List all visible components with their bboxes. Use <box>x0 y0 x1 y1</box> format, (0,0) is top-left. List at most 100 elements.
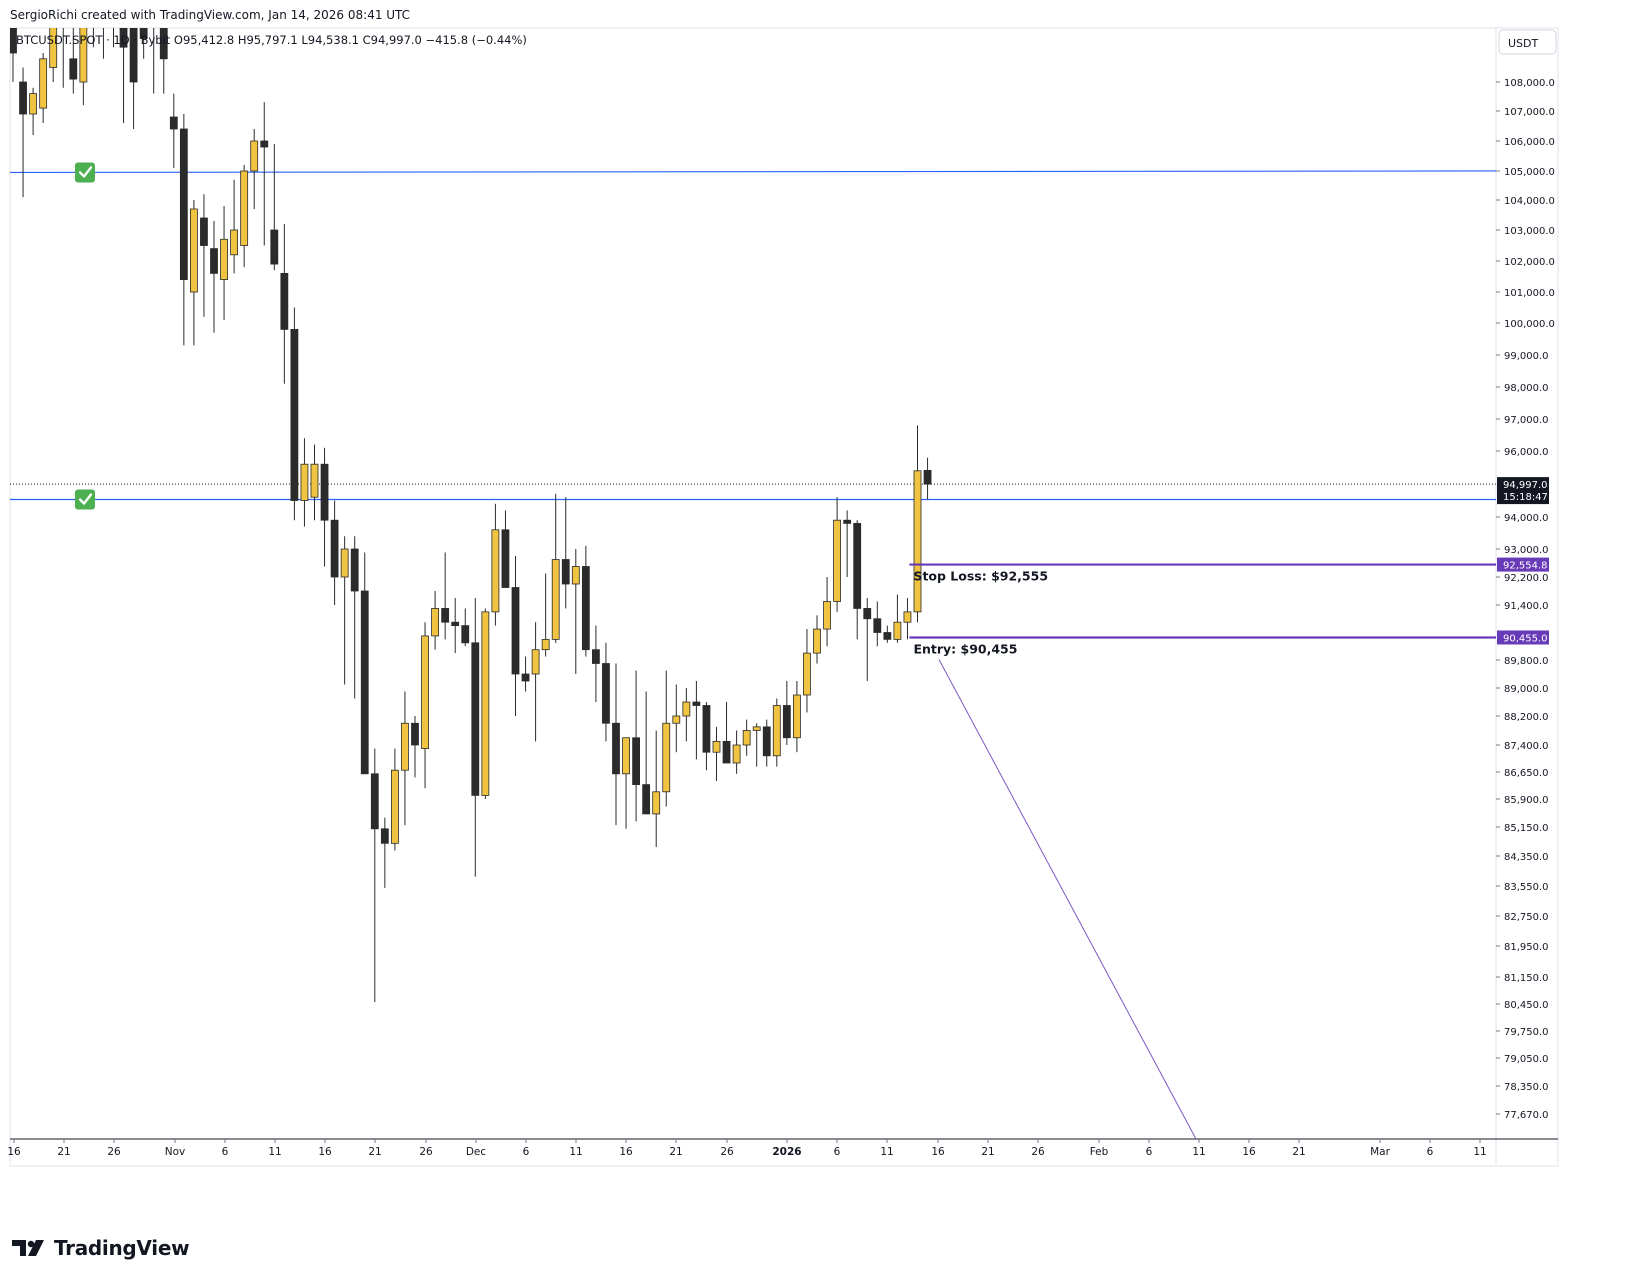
candle-body <box>903 611 912 623</box>
candle <box>793 681 801 753</box>
x-tick-label: 21 <box>368 1146 381 1158</box>
y-tick-label: 81,950.0 <box>1504 942 1549 953</box>
candle-body <box>290 328 299 501</box>
y-tick-label: 77,670.0 <box>1504 1110 1549 1121</box>
candle <box>210 221 218 333</box>
x-tick-label: 16 <box>7 1146 21 1158</box>
candle-body <box>431 608 440 637</box>
currency-box[interactable] <box>1498 29 1557 55</box>
candle <box>662 670 671 807</box>
candle <box>230 179 239 274</box>
candle <box>169 93 178 168</box>
candle-body <box>310 463 319 498</box>
candle <box>320 447 329 567</box>
candle <box>742 719 751 756</box>
time-scale[interactable]: 16 21 26 Nov 6 11 16 21 26 Dec 6 11 16 21 26 2026 6 11 16 2… <box>7 1139 1487 1158</box>
price-scale[interactable]: 108,000.0 107,000.0 106,000.0 105,000.0 104,… <box>1496 78 1555 1121</box>
candle-body <box>119 28 128 48</box>
x-tick-label: 6 <box>1146 1146 1153 1158</box>
candle <box>189 200 198 346</box>
candle-body <box>571 566 580 585</box>
y-tick-label: 93,000.0 <box>1504 545 1549 556</box>
candle <box>119 28 128 123</box>
x-tick-label: 16 <box>318 1146 332 1158</box>
x-tick-label: 26 <box>419 1146 433 1158</box>
candle-body <box>150 1 157 2</box>
y-tick-label: 89,000.0 <box>1504 684 1549 695</box>
candles-layer <box>10 1 932 1003</box>
candle-body <box>813 628 821 654</box>
candle-body <box>300 463 309 501</box>
candle <box>722 702 731 764</box>
candle <box>732 730 741 774</box>
y-tick-label: 87,400.0 <box>1504 741 1549 752</box>
candle <box>380 817 389 888</box>
candle-body <box>169 116 178 130</box>
x-tick-label: 16 <box>1242 1146 1256 1158</box>
candle <box>401 691 409 826</box>
candle <box>240 165 249 268</box>
x-tick-label: 6 <box>222 1146 229 1158</box>
x-tick-label: 11 <box>569 1146 582 1158</box>
candle-body <box>491 529 500 613</box>
candle-body <box>893 621 902 640</box>
tradingview-logo-icon <box>12 1240 44 1256</box>
candle <box>612 663 620 826</box>
candle-body <box>330 519 339 578</box>
candle-body <box>732 744 741 764</box>
y-tick-label: 103,000.0 <box>1504 226 1555 237</box>
level-line[interactable] <box>10 170 1496 174</box>
candle-body <box>551 559 560 640</box>
candle-body <box>581 566 590 651</box>
candle-body <box>250 140 259 172</box>
y-tick-label: 102,000.0 <box>1504 257 1555 268</box>
candle <box>92 28 94 48</box>
y-tick-label: 82,750.0 <box>1504 912 1549 923</box>
candle-body <box>110 1 117 4</box>
candle-body <box>270 229 279 265</box>
candle-body <box>451 621 460 627</box>
projection-line[interactable] <box>938 659 1197 1140</box>
candle <box>863 598 872 681</box>
candle <box>300 438 309 527</box>
candle <box>682 688 691 742</box>
candle <box>531 622 540 742</box>
candle-body <box>742 730 751 746</box>
y-tick-label: 97,000.0 <box>1504 415 1549 426</box>
countdown-label: 15:18:47 <box>1503 492 1548 503</box>
candle-body <box>863 608 872 620</box>
candle-body <box>390 769 399 844</box>
candle <box>421 622 429 789</box>
y-tick-label: 83,550.0 <box>1504 882 1549 893</box>
candle <box>913 425 922 623</box>
candle <box>561 497 570 609</box>
candle-body <box>200 217 208 246</box>
y-tick-label: 107,000.0 <box>1504 107 1555 118</box>
candle <box>139 28 148 59</box>
candle-body <box>592 649 600 664</box>
candle-body <box>441 608 450 623</box>
candle <box>541 573 550 657</box>
candle <box>129 28 138 129</box>
candle-body <box>220 238 228 281</box>
candle-body <box>411 722 419 746</box>
candle-body <box>471 642 480 796</box>
y-tick-label: 91,400.0 <box>1504 601 1549 612</box>
candle-body <box>793 694 801 739</box>
candle-body <box>240 170 249 246</box>
candle-body <box>531 649 540 675</box>
candle <box>782 681 791 745</box>
candle-body <box>622 737 630 775</box>
candle <box>903 598 912 640</box>
candle-body <box>39 58 48 109</box>
candle-body <box>159 28 168 60</box>
y-tick-label: 105,000.0 <box>1504 167 1555 178</box>
entry-label: Entry: $90,455 <box>913 641 1017 656</box>
candle-body <box>702 705 711 753</box>
attribution-text: SergioRichi created with TradingView.com… <box>10 8 411 22</box>
x-tick-label: 21 <box>57 1146 70 1158</box>
current-price-tag <box>1497 477 1549 505</box>
candle <box>29 87 38 135</box>
candle-body <box>129 28 138 83</box>
candle-body <box>612 722 620 775</box>
